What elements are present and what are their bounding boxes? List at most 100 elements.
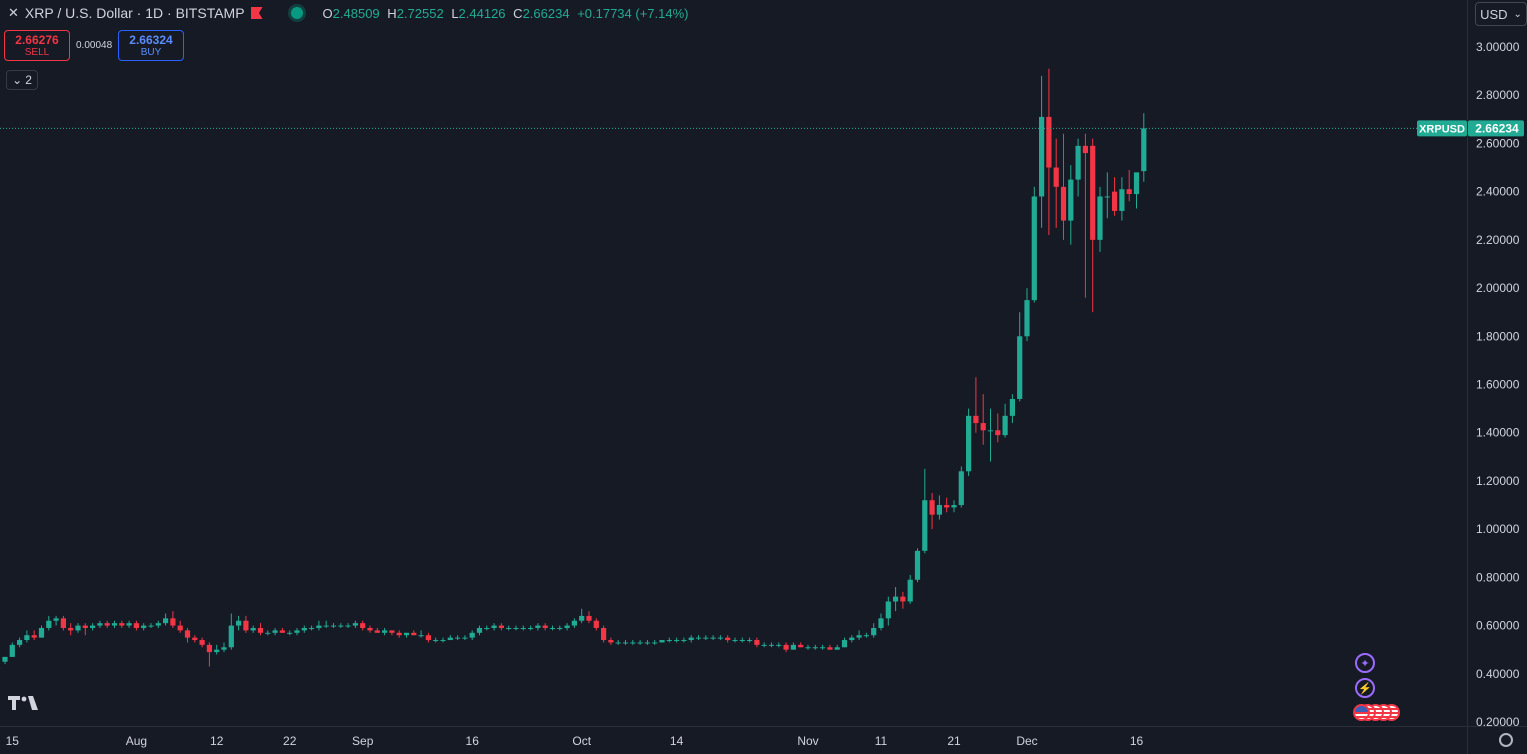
candle-body (820, 647, 825, 648)
candle-body (981, 423, 986, 430)
candle-body (849, 638, 854, 640)
trade-panel: 2.66276 SELL 0.00048 2.66324 BUY (4, 30, 184, 61)
currency-value: USD (1480, 7, 1507, 22)
candle-body (630, 642, 635, 643)
candle-body (2, 657, 7, 662)
candle-body (959, 471, 964, 505)
candle (915, 548, 920, 582)
candle-body (543, 626, 548, 628)
candle-body (470, 633, 475, 638)
candle-body (689, 638, 694, 640)
candle-body (178, 626, 183, 631)
open-label: O (323, 6, 333, 21)
candle-body (492, 626, 497, 628)
candle-body (1134, 172, 1139, 194)
buy-button[interactable]: 2.66324 BUY (118, 30, 184, 61)
sell-button[interactable]: 2.66276 SELL (4, 30, 70, 61)
candle-body (601, 628, 606, 640)
change-value: +0.17734 (+7.14%) (577, 6, 688, 21)
candle-body (827, 647, 832, 649)
candle-body (506, 628, 511, 629)
candle-body (1076, 146, 1081, 180)
candle-body (900, 597, 905, 602)
x-tick-label: Dec (1016, 734, 1037, 748)
candle-body (1032, 196, 1037, 300)
indicators-toggle[interactable]: ⌄ 2 (6, 70, 38, 90)
candle-body (316, 626, 321, 628)
candle-body (24, 635, 29, 640)
candle-body (287, 633, 292, 634)
y-tick-label: 3.00000 (1476, 40, 1520, 54)
candle-body (214, 650, 219, 652)
y-tick-label: 1.80000 (1476, 329, 1520, 343)
buy-label: BUY (119, 47, 183, 58)
candle-body (375, 630, 380, 632)
candle-body (119, 623, 124, 625)
y-tick-label: 2.20000 (1476, 233, 1520, 247)
x-tick-label: 22 (283, 734, 297, 748)
spread-value: 0.00048 (76, 40, 112, 51)
candle-body (273, 630, 278, 632)
sparkle-event-icon[interactable]: ✦ (1355, 653, 1375, 673)
candle-body (696, 638, 701, 639)
y-axis[interactable]: 3.00000 2.80000 2.60000 2.40000 2.20000 2.000… (1476, 40, 1520, 729)
candle-body (813, 647, 818, 648)
candle-body (754, 640, 759, 645)
candle-body (988, 430, 993, 431)
candle-body (805, 647, 810, 648)
y-tick-label: 0.40000 (1476, 667, 1520, 681)
lightning-event-icon[interactable]: ⚡ (1355, 678, 1375, 698)
y-tick-label: 1.60000 (1476, 378, 1520, 392)
close-icon[interactable]: ✕ (8, 5, 19, 21)
candle-body (937, 505, 942, 515)
y-tick-label: 1.40000 (1476, 426, 1520, 440)
candle-body (747, 640, 752, 641)
y-tick-label: 2.00000 (1476, 281, 1520, 295)
last-price-value: 2.66234 (1475, 121, 1519, 135)
currency-select[interactable]: USD ⌄ (1475, 2, 1527, 26)
candle-body (616, 642, 621, 643)
candle-body (550, 628, 555, 629)
candle-body (105, 623, 110, 625)
candle-body (1003, 416, 1008, 435)
candle-body (623, 642, 628, 643)
candle-body (594, 621, 599, 628)
candle-body (280, 630, 285, 632)
candle-body (440, 640, 445, 641)
x-tick-label: Oct (572, 734, 591, 748)
y-tick-label: 2.60000 (1476, 136, 1520, 150)
candle-body (769, 645, 774, 646)
candle-body (674, 640, 679, 641)
candle-body (784, 645, 789, 650)
candle-body (579, 616, 584, 621)
candle-body (455, 638, 460, 639)
candle-body (762, 645, 767, 646)
y-tick-label: 0.60000 (1476, 619, 1520, 633)
candle-body (995, 430, 1000, 435)
economic-events[interactable] (1353, 704, 1403, 722)
candle-body (513, 628, 518, 629)
symbol-title[interactable]: XRP / U.S. Dollar · 1D · BITSTAMP (25, 5, 245, 21)
symbol-legend: ✕ XRP / U.S. Dollar · 1D · BITSTAMP O2.4… (8, 5, 693, 21)
candle-body (791, 645, 796, 650)
candle-body (477, 628, 482, 633)
candle-body (871, 628, 876, 635)
open-value: 2.48509 (333, 6, 380, 21)
indicators-count: 2 (25, 73, 32, 87)
candle-body (528, 628, 533, 629)
candle-body (1105, 196, 1110, 197)
candle-body (61, 618, 66, 628)
candle-body (1090, 146, 1095, 240)
gear-icon[interactable] (1499, 733, 1513, 747)
candle-body (236, 621, 241, 626)
candle-body (1141, 128, 1146, 171)
flag-icon[interactable] (251, 7, 263, 19)
candle-body (557, 628, 562, 629)
candle-body (229, 626, 234, 648)
candle-body (535, 626, 540, 628)
candle-body (367, 628, 372, 630)
candle-body (740, 640, 745, 641)
candle-body (1127, 189, 1132, 194)
us-flag-icon[interactable] (1353, 704, 1370, 721)
